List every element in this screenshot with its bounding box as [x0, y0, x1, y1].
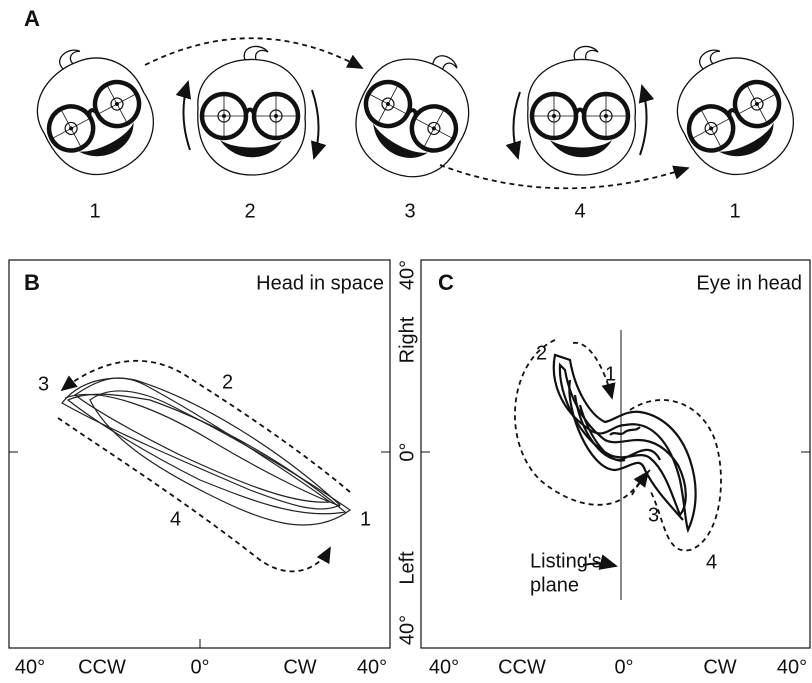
x-axis-label: CCW: [498, 656, 546, 678]
x-axis-label: 40°: [429, 656, 459, 678]
y-axis-label: Left: [396, 551, 418, 585]
step-number: 2: [244, 200, 255, 222]
annotation-arrow: [582, 554, 618, 570]
panel-label: A: [24, 6, 40, 31]
step-number: 1: [729, 200, 740, 222]
x-axis-label: CCW: [78, 656, 126, 678]
rotation-arrow: [175, 80, 192, 151]
x-axis-label: 0°: [614, 656, 633, 678]
motion-arrow: [60, 359, 351, 493]
y-axis-label: 40°: [396, 615, 418, 645]
x-axis-label: CW: [283, 656, 316, 678]
y-axis-label: 40°: [396, 260, 418, 290]
face: [15, 29, 170, 193]
x-axis-label: 40°: [357, 656, 387, 678]
face: [337, 30, 492, 194]
annotation: Listing's: [530, 550, 602, 572]
step-number: 1: [89, 200, 100, 222]
trace-label: 2: [222, 371, 233, 393]
motion-arrow: [144, 37, 364, 69]
trace-label: 1: [605, 363, 616, 385]
motion-arrow: [57, 417, 331, 573]
panel-frame: [420, 259, 811, 649]
trace-label: 3: [648, 504, 659, 526]
panel-label: C: [438, 270, 454, 295]
step-number: 4: [574, 200, 585, 222]
rotation-arrow: [638, 84, 655, 156]
panel-label: B: [24, 270, 40, 295]
y-axis-label: 0°: [396, 442, 418, 461]
motion-arrow: [572, 342, 616, 400]
trace-label: 4: [170, 508, 181, 530]
motion-arrow: [631, 470, 650, 496]
face: [198, 46, 306, 175]
rotation-arrow: [505, 91, 522, 160]
x-axis-label: 40°: [15, 656, 45, 678]
face: [528, 46, 636, 175]
panel-title: Eye in head: [696, 272, 802, 294]
x-axis-label: 0°: [190, 656, 209, 678]
step-number: 3: [404, 200, 415, 222]
trace-label: 1: [360, 508, 371, 530]
x-axis-label: 40°: [777, 656, 807, 678]
face: [655, 29, 810, 193]
head-traces: [61, 377, 352, 526]
eye-traces: [552, 353, 697, 534]
annotation: plane: [530, 574, 579, 596]
panel-frame: [8, 259, 391, 649]
motion-arrow: [629, 399, 722, 552]
y-axis-label: Right: [396, 316, 418, 363]
x-axis-label: CW: [703, 656, 736, 678]
rotation-arrow: [310, 89, 327, 160]
trace-label: 3: [38, 373, 49, 395]
motion-arrow: [439, 164, 690, 190]
trace-label: 2: [536, 342, 547, 364]
motion-arrow: [514, 339, 651, 506]
trace-label: 4: [706, 551, 717, 573]
panel-title: Head in space: [256, 272, 384, 294]
